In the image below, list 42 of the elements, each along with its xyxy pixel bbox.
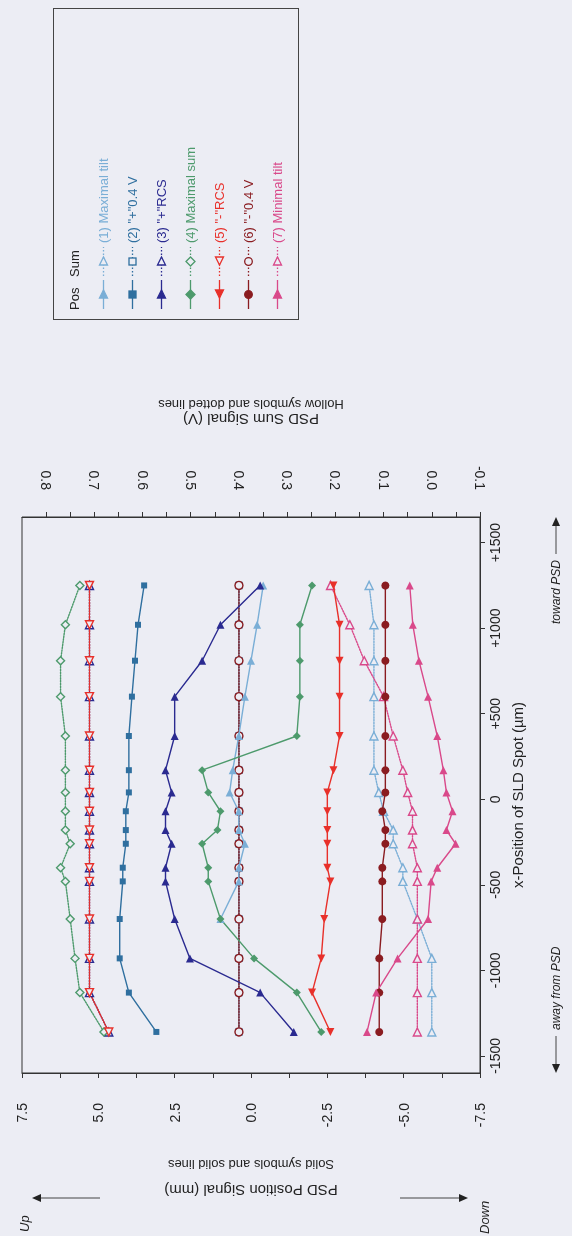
y-tick-label: +1000 bbox=[487, 608, 503, 648]
text: (4) Maximal sum bbox=[182, 145, 199, 245]
x2-tick-label: -0.1 bbox=[472, 465, 488, 491]
x2-tick-label: 0.4 bbox=[230, 470, 247, 491]
text: away from PSD bbox=[549, 946, 563, 1030]
text: Hollow symbols and dotted lines bbox=[158, 396, 344, 412]
x-tick-label: 5.0 bbox=[90, 1102, 107, 1123]
x-tick-label: -2.5 bbox=[319, 1102, 336, 1128]
x-tick-label: -5.0 bbox=[395, 1102, 412, 1128]
text: Pos bbox=[66, 286, 83, 311]
text: (1) Maximal tilt bbox=[95, 157, 112, 245]
y-tick-label: -500 bbox=[487, 870, 503, 899]
text: (3) "+"RCS bbox=[153, 178, 170, 245]
x-tick-label: 0.0 bbox=[243, 1102, 259, 1123]
text: (6) "-"0.4 V bbox=[240, 178, 257, 245]
text: Up bbox=[17, 1215, 32, 1232]
x2-tick-label: 0.6 bbox=[134, 470, 151, 491]
text: Sum bbox=[66, 249, 83, 278]
text: toward PSD bbox=[549, 559, 563, 624]
y-tick-label: -1000 bbox=[487, 952, 503, 989]
y-tick-label: 0 bbox=[487, 795, 503, 804]
x2-tick-label: 0.0 bbox=[423, 470, 440, 491]
x-tick-label: 2.5 bbox=[166, 1102, 183, 1123]
x-axis-title: PSD Position Signal (mm) bbox=[164, 1182, 338, 1199]
x2-tick-label: 0.3 bbox=[279, 470, 296, 491]
text: (2) "+"0.4 V bbox=[124, 175, 141, 245]
text: (7) Minimal tilt bbox=[269, 161, 286, 245]
x-tick-label: 7.5 bbox=[14, 1102, 30, 1123]
y-tick-label: -1500 bbox=[487, 1037, 503, 1074]
y-tick-label: +1500 bbox=[487, 522, 503, 563]
text: Solid symbols and solid lines bbox=[167, 1156, 335, 1172]
x2-tick-label: 0.1 bbox=[375, 470, 392, 491]
y-axis-title: x-Position of SLD Spot (µm) bbox=[508, 701, 526, 889]
x2-tick-label: 0.2 bbox=[327, 470, 344, 491]
text: Down bbox=[477, 1200, 492, 1234]
y-tick-label: +500 bbox=[487, 697, 503, 730]
x2-axis-title: PSD Sum Signal (V) bbox=[183, 411, 319, 428]
x2-tick-label: 0.7 bbox=[86, 470, 103, 491]
text: (5) "-"RCS bbox=[211, 181, 228, 245]
x2-tick-label: 0.8 bbox=[38, 470, 55, 491]
x2-tick-label: 0.5 bbox=[182, 470, 199, 491]
x-tick-label: -7.5 bbox=[472, 1102, 488, 1128]
